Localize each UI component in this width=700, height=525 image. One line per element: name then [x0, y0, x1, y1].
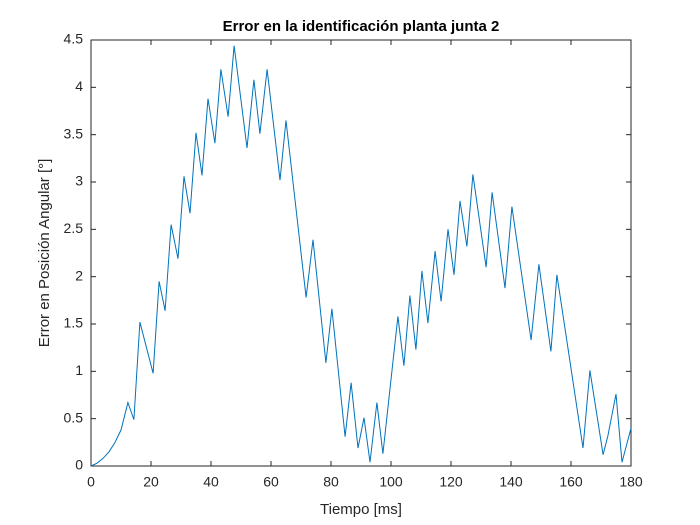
y-tick-label: 1: [75, 362, 83, 378]
y-tick-label: 4: [75, 78, 83, 94]
y-tick-label: 4.5: [64, 31, 84, 47]
x-tick-label: 20: [143, 474, 159, 490]
chart-title: Error en la identificación planta junta …: [223, 18, 500, 35]
x-tick-label: 120: [439, 474, 463, 490]
y-tick-label: 0.5: [64, 409, 84, 425]
plot-area: [90, 39, 632, 467]
x-tick-label: 180: [619, 474, 643, 490]
y-tick-label: 0: [75, 457, 83, 473]
x-tick-label: 0: [87, 474, 95, 490]
x-tick-label: 80: [323, 474, 339, 490]
x-tick-label: 160: [559, 474, 583, 490]
y-tick-label: 3: [75, 173, 83, 189]
x-tick-label: 100: [379, 474, 403, 490]
y-tick-label: 2: [75, 267, 83, 283]
x-tick-label: 60: [263, 474, 279, 490]
x-tick-label: 40: [203, 474, 219, 490]
y-tick-label: 2.5: [64, 220, 84, 236]
y-axis-label: Error en Posición Angular [°]: [36, 159, 53, 348]
y-tick-label: 3.5: [64, 125, 84, 141]
x-axis-label: Tiempo [ms]: [320, 501, 402, 518]
y-tick-label: 1.5: [64, 315, 84, 331]
data-line: [90, 45, 632, 467]
x-tick-label: 140: [499, 474, 523, 490]
